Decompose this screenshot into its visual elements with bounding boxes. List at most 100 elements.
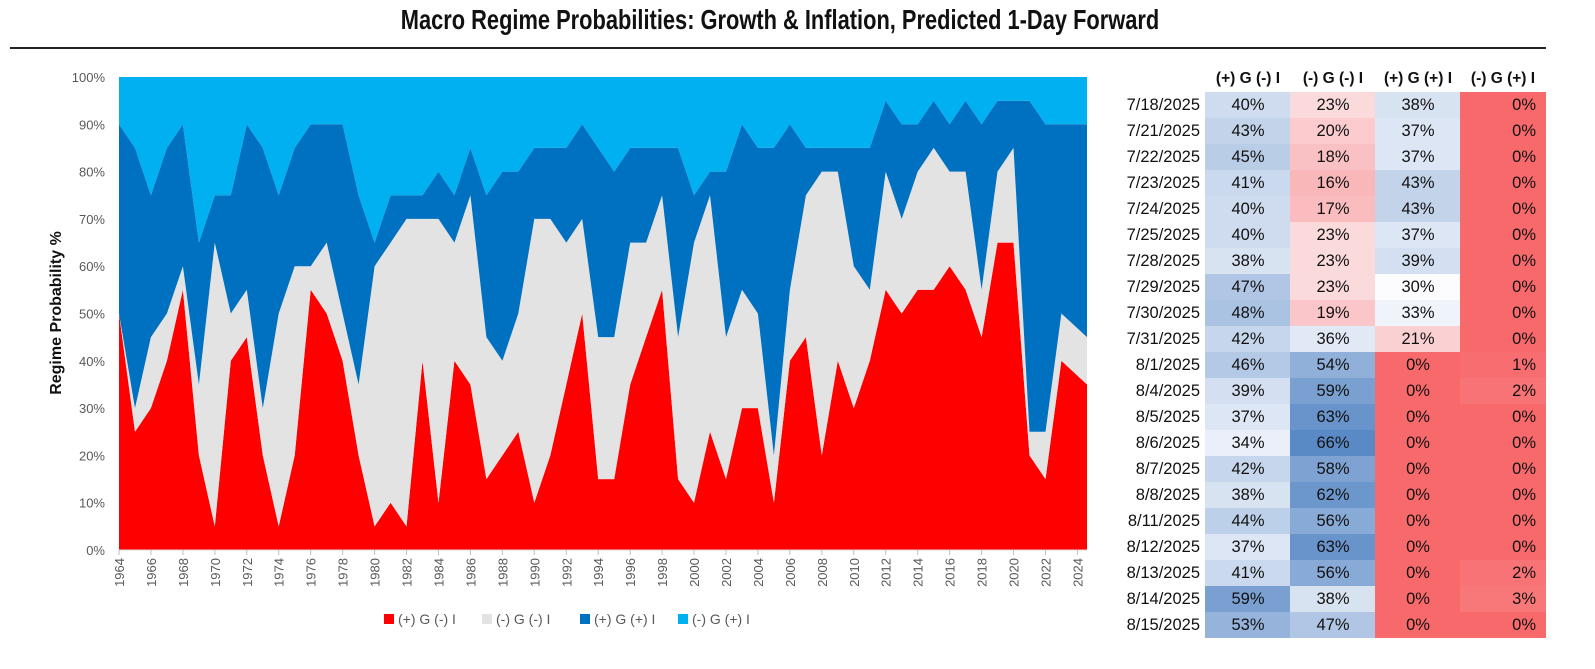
x-tick-label: 2022: [1038, 558, 1053, 587]
table-cell: 0%: [1460, 326, 1546, 352]
x-tick-label: 2016: [943, 558, 958, 587]
table-cell: 0%: [1460, 508, 1546, 534]
table-cell: 43%: [1205, 118, 1291, 144]
x-tick-label: 2002: [719, 558, 734, 587]
table-cell: 0%: [1460, 612, 1546, 638]
x-tick-label: 1976: [304, 558, 319, 587]
row-date: 8/5/2025: [1135, 408, 1200, 426]
table-cell: 58%: [1290, 456, 1376, 482]
table-cell: 62%: [1290, 482, 1376, 508]
table-cell: 42%: [1205, 326, 1291, 352]
row-date: 8/13/2025: [1126, 564, 1200, 582]
table-cell: 0%: [1460, 274, 1546, 300]
column-header: (-) G (+) I: [1470, 70, 1536, 87]
column-header: (+) G (-) I: [1215, 70, 1281, 87]
table-cell: 0%: [1375, 378, 1461, 404]
regime-stacked-area-chart: 0% 10% 20% 30% 40% 50% 60% 70% 80% 90% 100% 1964 19…: [48, 70, 1087, 627]
area-series-4: [119, 77, 1087, 243]
table-cell: 40%: [1205, 92, 1291, 118]
table-cell: 0%: [1460, 170, 1546, 196]
x-tick-label: 1964: [112, 558, 127, 587]
y-tick-label: 60%: [79, 259, 105, 274]
page-title: Macro Regime Probabilities: Growth & Inf…: [400, 4, 1160, 35]
x-tick-label: 2014: [911, 558, 926, 587]
x-tick-label: 1974: [272, 558, 287, 587]
table-cell: 40%: [1205, 196, 1291, 222]
table-cell: 36%: [1290, 326, 1376, 352]
table-cell: 23%: [1290, 222, 1376, 248]
row-date: 7/23/2025: [1126, 174, 1200, 192]
x-tick-label: 2008: [815, 558, 830, 587]
row-date: 7/21/2025: [1126, 122, 1200, 140]
x-tick-label: 1966: [144, 558, 159, 587]
table-cell: 0%: [1460, 196, 1546, 222]
table-cell: 34%: [1205, 430, 1291, 456]
table-cell: 0%: [1460, 118, 1546, 144]
area-series-2: [119, 147, 1087, 527]
table-cell: 0%: [1460, 482, 1546, 508]
table-cell: 2%: [1460, 378, 1546, 404]
table-cell: 41%: [1205, 170, 1291, 196]
x-tick-label: 2004: [751, 558, 766, 587]
row-date: 7/18/2025: [1126, 96, 1200, 114]
table-cell: 1%: [1460, 352, 1546, 378]
table-cell: 0%: [1460, 222, 1546, 248]
table-cell: 43%: [1375, 196, 1461, 222]
table-cell: 0%: [1375, 456, 1461, 482]
table-cell: 0%: [1375, 586, 1461, 612]
y-tick-label: 100%: [72, 70, 106, 85]
x-tick-label: 2012: [879, 558, 894, 587]
row-date: 7/31/2025: [1126, 330, 1200, 348]
table-cell: 0%: [1460, 248, 1546, 274]
table-cell: 59%: [1205, 586, 1291, 612]
table-cell: 23%: [1290, 92, 1376, 118]
row-date: 8/11/2025: [1127, 512, 1200, 530]
row-date: 8/1/2025: [1135, 356, 1200, 374]
table-cell: 48%: [1205, 300, 1291, 326]
table-cell: 19%: [1290, 300, 1376, 326]
table-cell: 0%: [1460, 456, 1546, 482]
table-cell: 40%: [1205, 222, 1291, 248]
table-cell: 66%: [1290, 430, 1376, 456]
x-tick-label: 2024: [1070, 558, 1085, 587]
row-date: 7/29/2025: [1126, 278, 1200, 296]
x-tick-label: 2018: [975, 558, 990, 587]
table-cell: 0%: [1460, 404, 1546, 430]
area-series-3: [119, 100, 1087, 456]
table-cell: 0%: [1460, 534, 1546, 560]
table-cell: 3%: [1460, 586, 1546, 612]
table-cell: 0%: [1375, 612, 1461, 638]
table-cell: 46%: [1205, 352, 1291, 378]
table-cell: 43%: [1375, 170, 1461, 196]
table-cell: 42%: [1205, 456, 1291, 482]
x-tick-label: 1994: [591, 558, 606, 587]
table-cell: 47%: [1205, 274, 1291, 300]
table-cell: 39%: [1375, 248, 1461, 274]
x-tick-label: 1982: [400, 558, 415, 587]
table-cell: 0%: [1460, 300, 1546, 326]
row-date: 8/8/2025: [1135, 486, 1200, 504]
row-date: 8/15/2025: [1126, 616, 1200, 634]
table-cell: 45%: [1205, 144, 1291, 170]
table-cell: 41%: [1205, 560, 1291, 586]
table-cell: 0%: [1375, 534, 1461, 560]
table-cell: 63%: [1290, 534, 1376, 560]
y-tick-label: 10%: [79, 496, 105, 511]
y-axis-label: Regime Probability %: [48, 231, 65, 395]
table-cell: 30%: [1375, 274, 1461, 300]
row-date: 7/30/2025: [1126, 304, 1200, 322]
row-date: 8/4/2025: [1135, 382, 1200, 400]
table-cell: 37%: [1375, 222, 1461, 248]
y-tick-label: 30%: [79, 401, 105, 416]
x-tick-label: 2010: [847, 558, 862, 587]
table-cell: 0%: [1375, 560, 1461, 586]
table-cell: 2%: [1460, 560, 1546, 586]
table-cell: 0%: [1375, 482, 1461, 508]
legend-label: (-) G (+) I: [692, 611, 750, 627]
x-tick-label: 1970: [208, 558, 223, 587]
table-cell: 63%: [1290, 404, 1376, 430]
table-cell: 0%: [1375, 508, 1461, 534]
x-tick-label: 2006: [783, 558, 798, 587]
x-tick-label: 1992: [559, 558, 574, 587]
x-tick-label: 1998: [655, 558, 670, 587]
